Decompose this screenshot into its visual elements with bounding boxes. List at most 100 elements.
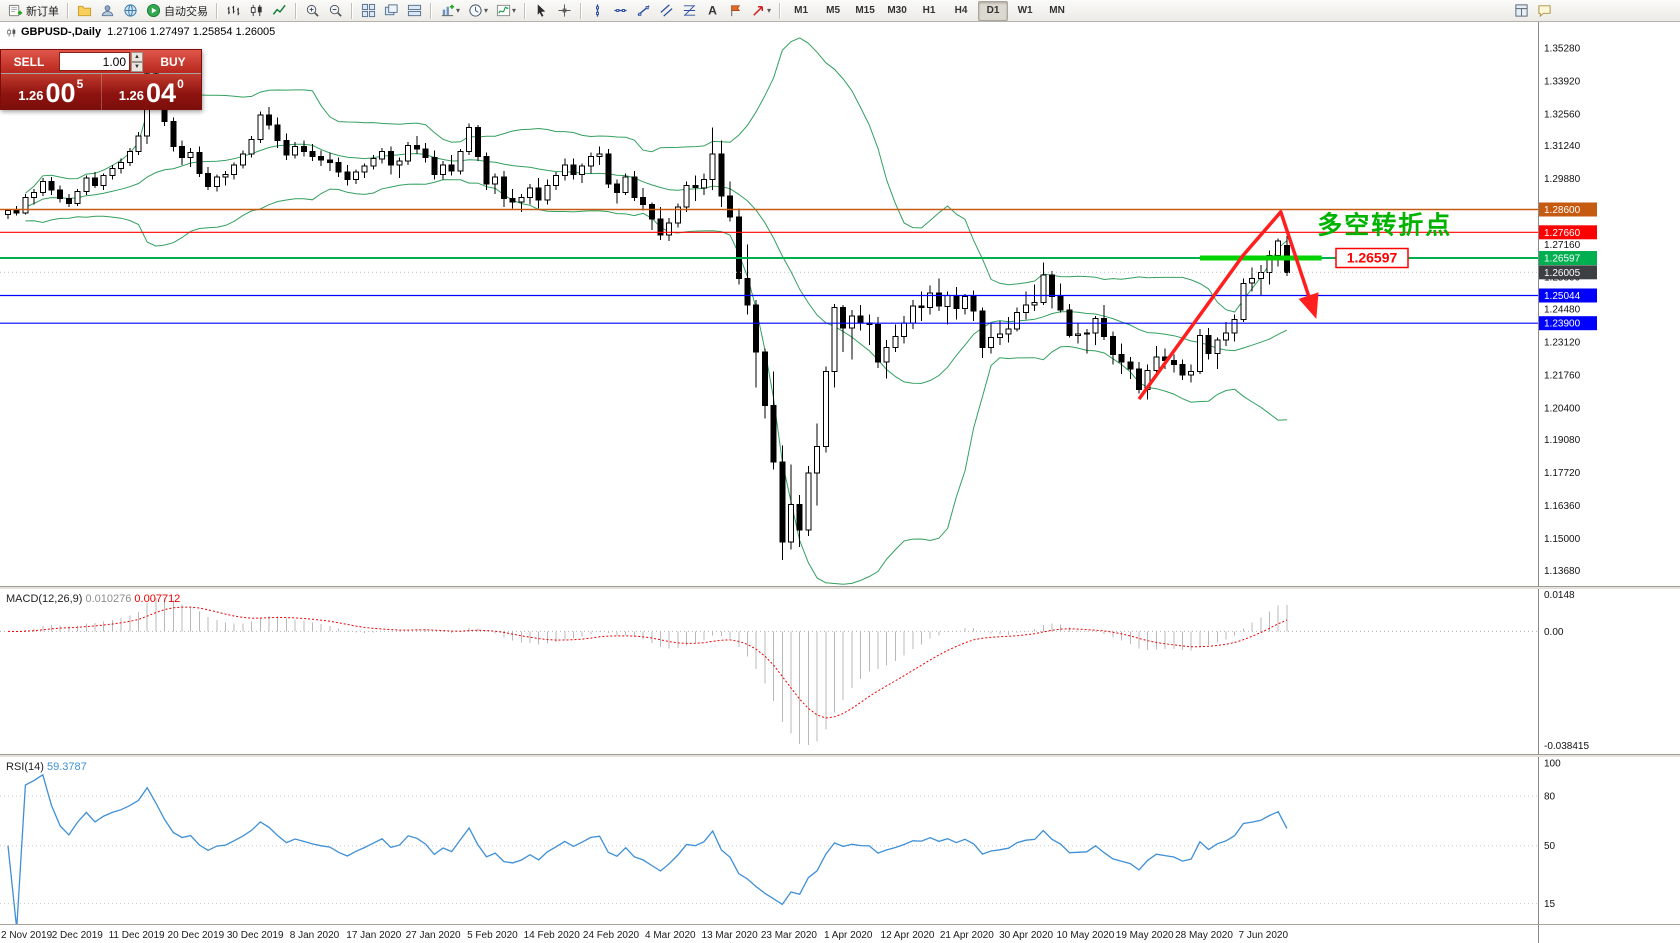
vline-icon <box>590 3 605 18</box>
rsi-axis-label: 15 <box>1544 899 1556 910</box>
symbol-icon <box>6 27 17 38</box>
bid-main: 1.26 <box>18 88 44 103</box>
timeframe-m1-button[interactable]: M1 <box>794 4 809 16</box>
timeframe-h1-button[interactable]: H1 <box>922 4 936 16</box>
indicators-button[interactable]: ▾ <box>493 0 519 22</box>
timeframe-w1-button[interactable]: W1 <box>1017 4 1033 16</box>
axis-price-marker <box>1539 288 1597 303</box>
price-chart-canvas[interactable]: 多空转折点 1.26597 1.35280 1.33920 1.32560 1.31240… <box>0 22 1680 586</box>
axis-price-marker-text: 1.26005 <box>1544 268 1581 279</box>
volume-down-icon[interactable]: ▼ <box>131 62 143 72</box>
rsi-canvas[interactable]: 100 80 50 15 RSI(14) 59.3787 <box>0 757 1680 924</box>
volume-input[interactable] <box>59 52 130 71</box>
chat-button[interactable] <box>1534 0 1555 22</box>
folder-icon <box>77 3 92 18</box>
cursor-button[interactable] <box>531 0 552 22</box>
rsi-line <box>7 773 1288 924</box>
bars-icon <box>226 3 241 18</box>
chart-title: GBPUSD-,Daily <box>21 26 102 38</box>
auto-trading-button[interactable]: 自动交易 <box>143 0 211 22</box>
chart-header: GBPUSD-,Daily 1.27106 1.27497 1.25854 1.… <box>6 26 275 38</box>
period-button[interactable]: ▾ <box>465 0 491 22</box>
vertical-line-button[interactable] <box>587 0 608 22</box>
toolbar-separator <box>430 2 432 19</box>
date-label: 12 Apr 2020 <box>881 930 935 941</box>
date-label: 21 Apr 2020 <box>940 930 994 941</box>
date-label: 30 Dec 2019 <box>227 930 284 941</box>
panel-separator[interactable] <box>0 586 1680 589</box>
candles <box>5 51 1290 561</box>
profile-icon <box>100 3 115 18</box>
timeframe-mn-button[interactable]: MN <box>1049 4 1065 16</box>
timeframe-m15-button[interactable]: M15 <box>855 4 875 16</box>
timeframe-d1-button[interactable]: D1 <box>978 0 1009 21</box>
bar-chart-button[interactable] <box>223 0 244 22</box>
axis-price-marker <box>1539 265 1597 280</box>
macd-axis-label: -0.038415 <box>1544 741 1589 752</box>
ask-price-button[interactable]: 1.26 04 0 <box>102 74 202 110</box>
volume-box: ▲ ▼ <box>57 50 145 73</box>
annotation-text: 多空转折点 <box>1317 211 1452 240</box>
cascade-windows-button[interactable] <box>381 0 402 22</box>
date-label: 27 Jan 2020 <box>406 930 461 941</box>
zoom-out-button[interactable] <box>325 0 346 22</box>
buy-button[interactable]: BUY <box>145 50 201 73</box>
axis-price-marker-text: 1.25044 <box>1544 291 1581 302</box>
cascade-icon <box>384 3 399 18</box>
date-label: 23 Mar 2020 <box>761 930 818 941</box>
arrows-button[interactable]: ▾ <box>748 0 774 22</box>
price-callout-text: 1.26597 <box>1347 250 1398 266</box>
bid-price-button[interactable]: 1.26 00 5 <box>1 74 102 110</box>
text-button[interactable]: A <box>702 0 723 22</box>
trendline-button[interactable] <box>633 0 654 22</box>
timeframe-m5-button[interactable]: M5 <box>826 4 841 16</box>
dropdown-arrow-icon[interactable]: ▾ <box>512 6 517 15</box>
channel-button[interactable] <box>656 0 677 22</box>
price-label: 1.29880 <box>1544 174 1581 185</box>
community-button[interactable] <box>120 0 141 22</box>
date-label: 2 Dec 2019 <box>52 930 104 941</box>
axis-price-marker <box>1539 202 1597 217</box>
timeframe-m30-button[interactable]: M30 <box>887 4 907 16</box>
axis-price-marker-text: 1.26597 <box>1544 254 1581 265</box>
candle-chart-button[interactable] <box>246 0 267 22</box>
dropdown-arrow-icon[interactable]: ▾ <box>484 6 489 15</box>
chat-icon <box>1537 3 1552 18</box>
zoomout-icon <box>328 3 343 18</box>
line-chart-button[interactable] <box>269 0 290 22</box>
volume-up-icon[interactable]: ▲ <box>131 52 143 62</box>
timeframe-h4-button[interactable]: H4 <box>954 4 968 16</box>
tile2-icon <box>1514 3 1529 18</box>
layout-button[interactable] <box>1511 0 1532 22</box>
toolbar-separator <box>67 2 69 19</box>
date-axis[interactable]: 2 Nov 2019 2 Dec 2019 11 Dec 2019 20 Dec 20… <box>0 924 1680 943</box>
dropdown-arrow-icon[interactable]: ▾ <box>456 6 461 15</box>
axis-price-marker <box>1539 316 1597 331</box>
fibonacci-button[interactable] <box>679 0 700 22</box>
profile-button[interactable] <box>97 0 118 22</box>
date-label: 10 May 2020 <box>1056 930 1114 941</box>
zoom-in-button[interactable] <box>302 0 323 22</box>
horizontal-line-button[interactable] <box>610 0 631 22</box>
axis-price-marker <box>1539 251 1597 265</box>
toolbar-right-group <box>1510 0 1676 22</box>
tile-windows-button[interactable] <box>358 0 379 22</box>
label-button[interactable] <box>725 0 746 22</box>
toolbar-separator <box>524 2 527 19</box>
new-order-button[interactable]: 新订单 <box>5 0 62 22</box>
macd-canvas[interactable]: 0.0148 0.00 -0.038415 MACD(12,26,9) 0.01027… <box>0 589 1680 754</box>
dropdown-arrow-icon[interactable]: ▾ <box>767 6 772 15</box>
date-label: 28 May 2020 <box>1175 930 1233 941</box>
arrows-icon <box>751 3 766 18</box>
rsi-panel: 100 80 50 15 RSI(14) 59.3787 <box>0 757 1680 924</box>
panel-separator[interactable] <box>0 754 1680 757</box>
arrange-windows-button[interactable] <box>404 0 425 22</box>
text-icon: A <box>705 3 720 18</box>
one-click-trade-panel: SELL ▲ ▼ BUY 1.26 00 5 1.26 <box>0 49 202 110</box>
new-chart-button[interactable]: ▾ <box>437 0 463 22</box>
axis-price-marker-text: 1.23900 <box>1544 319 1581 330</box>
crosshair-button[interactable] <box>554 0 575 22</box>
sell-button[interactable]: SELL <box>1 50 57 73</box>
metaeditor-button[interactable] <box>74 0 95 22</box>
